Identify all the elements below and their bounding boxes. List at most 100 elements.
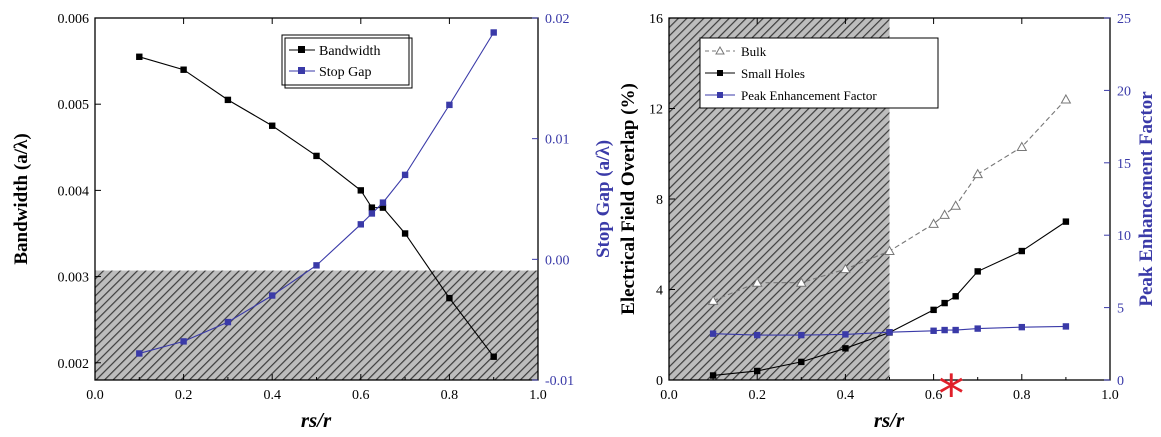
y2-tick-label: 15 — [1117, 157, 1131, 172]
x-tick-label: 0.4 — [263, 388, 281, 403]
point-bulk — [884, 245, 895, 256]
point-peak-enhancement-factor — [974, 325, 981, 332]
y2-tick-label: 20 — [1117, 84, 1131, 99]
point-bulk — [928, 218, 939, 228]
x-tick-label: 0.2 — [748, 388, 766, 403]
y2-tick-label: 0 — [1117, 374, 1124, 389]
y-tick-label: 0.006 — [58, 12, 90, 27]
point-stop-gap — [224, 318, 232, 326]
y-tick-label: 0.003 — [58, 271, 90, 286]
x-tick-label: 1.0 — [529, 388, 547, 403]
point-small-holes — [754, 367, 761, 375]
point-bulk — [1016, 141, 1028, 151]
x-tick-label: 0.6 — [925, 388, 943, 403]
y2-tick-label: -0.01 — [545, 374, 574, 389]
point-small-holes — [974, 268, 981, 275]
point-bandwidth — [136, 53, 143, 60]
x-tick-label: 0.8 — [1013, 388, 1031, 403]
point-peak-enhancement-factor — [798, 331, 805, 339]
point-stop-gap — [313, 262, 320, 269]
red-asterisk-marker: * — [938, 365, 964, 425]
legend-bulk-label: Bulk — [741, 44, 767, 59]
x-tick-label: 1.0 — [1101, 388, 1119, 403]
point-small-holes — [709, 372, 717, 379]
point-bulk — [1060, 93, 1072, 104]
point-bandwidth — [401, 230, 409, 237]
y2-tick-label: 0.01 — [545, 133, 570, 148]
right-y-axis-title: Electrical Field Overlap (%) — [618, 83, 639, 315]
left-y-axis-title: Bandwidth (a/λ) — [11, 133, 32, 264]
point-small-holes — [930, 306, 937, 314]
legend-stop-gap-label: Stop Gap — [319, 65, 372, 80]
point-stop-gap — [180, 338, 187, 345]
point-small-holes — [1062, 218, 1070, 225]
y-tick-label: 8 — [656, 193, 663, 208]
point-peak-enhancement-factor — [709, 330, 717, 337]
point-small-holes — [941, 299, 948, 307]
point-bandwidth — [379, 204, 387, 211]
point-stop-gap — [136, 350, 143, 357]
point-small-holes — [952, 293, 959, 300]
point-stop-gap — [368, 210, 376, 217]
point-peak-enhancement-factor — [886, 329, 893, 336]
point-bandwidth — [357, 187, 364, 194]
y-tick-label: 0.002 — [58, 357, 90, 372]
y-tick-label: 16 — [649, 12, 663, 27]
point-bulk — [972, 168, 984, 179]
y2-tick-label: 0.00 — [545, 253, 570, 268]
point-small-holes — [798, 358, 805, 366]
point-bandwidth — [446, 294, 453, 302]
point-bandwidth — [313, 152, 320, 160]
y-tick-label: 0 — [656, 374, 663, 389]
hatched-region-left — [95, 270, 538, 380]
x-tick-label: 0.4 — [837, 388, 855, 403]
y2-tick-label: 5 — [1117, 302, 1124, 317]
point-bulk — [950, 200, 962, 210]
y-tick-label: 0.004 — [58, 184, 90, 199]
point-peak-enhancement-factor — [941, 326, 948, 334]
point-stop-gap — [401, 171, 409, 179]
y2-tick-label: 0.02 — [545, 12, 570, 27]
y2-tick-label: 10 — [1117, 229, 1131, 244]
legend-peak-enhancement-label: Peak Enhancement Factor — [741, 88, 877, 103]
legend-left: Bandwidth Stop Gap — [281, 34, 413, 89]
point-bulk — [707, 295, 719, 305]
point-bandwidth — [490, 353, 497, 360]
legend-small-holes-label: Small Holes — [741, 66, 805, 81]
legend-bandwidth-label: Bandwidth — [319, 44, 380, 59]
point-stop-gap — [269, 292, 276, 299]
chart-left: 0.0 0.2 0.4 0.6 0.8 1.0 0.002 0.003 0.004 0.005 0.… — [11, 12, 614, 432]
point-bandwidth — [224, 96, 232, 104]
x-tick-label: 0.2 — [175, 388, 193, 403]
x-tick-label: 0.6 — [352, 388, 370, 403]
x-tick-label: 0.8 — [441, 388, 459, 403]
left-x-axis-title: rs/r — [301, 408, 332, 432]
x-tick-label: 0.0 — [86, 388, 104, 403]
point-bandwidth — [368, 204, 376, 211]
x-tick-label: 0.0 — [660, 388, 678, 403]
point-stop-gap — [490, 29, 497, 36]
point-peak-enhancement-factor — [952, 326, 959, 334]
legend-right: Bulk Small Holes Peak Enhancement Factor — [699, 37, 939, 109]
point-small-holes — [1018, 247, 1025, 255]
left-y2-axis-title: Stop Gap (a/λ) — [593, 140, 614, 258]
point-bulk — [939, 209, 950, 219]
point-bulk — [751, 277, 763, 287]
right-y2-axis-title: Peak Enhancement Factor — [1136, 91, 1157, 307]
point-stop-gap — [379, 199, 387, 206]
y-tick-label: 0.005 — [58, 98, 90, 113]
point-peak-enhancement-factor — [1018, 323, 1025, 331]
y2-tick-label: 25 — [1117, 12, 1131, 27]
point-bandwidth — [269, 122, 276, 129]
series-line-bulk — [712, 99, 1067, 302]
point-stop-gap — [446, 101, 453, 109]
point-small-holes — [842, 345, 849, 352]
point-bandwidth — [180, 66, 187, 73]
point-peak-enhancement-factor — [1062, 323, 1070, 330]
y-tick-label: 12 — [649, 103, 663, 118]
y-tick-label: 4 — [656, 284, 663, 299]
right-x-axis-title: rs/r — [874, 408, 905, 432]
point-peak-enhancement-factor — [930, 327, 937, 334]
point-peak-enhancement-factor — [842, 331, 849, 338]
point-bulk — [840, 263, 851, 274]
